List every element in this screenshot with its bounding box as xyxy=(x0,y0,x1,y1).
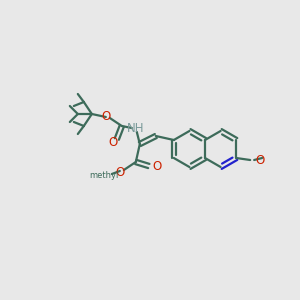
Text: NH: NH xyxy=(127,122,145,134)
Text: O: O xyxy=(108,136,117,148)
Text: O: O xyxy=(255,154,264,166)
Text: O: O xyxy=(101,110,110,122)
Text: O: O xyxy=(153,160,162,172)
Text: O: O xyxy=(115,167,124,179)
Text: methyl: methyl xyxy=(89,172,118,181)
